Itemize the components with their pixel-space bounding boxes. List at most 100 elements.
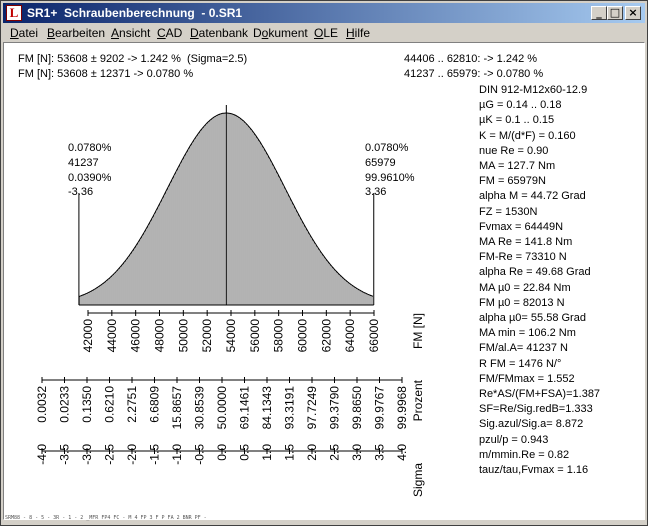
fm-tick-label: 46000	[129, 319, 143, 353]
sigma-tick-label: 1.0	[260, 444, 274, 461]
menu-item-datenbank[interactable]: Datenbank	[190, 26, 249, 40]
header-line-2: FM [N]: 53608 ± 12371 -> 0.0780 %	[18, 68, 194, 80]
marker-left-cum: 0.0390%	[68, 172, 112, 184]
sigma-tick-label: -0.5	[193, 444, 207, 465]
result-line: FZ = 1530N	[479, 205, 538, 218]
result-line: FM/FMmax = 1.552	[479, 372, 575, 385]
result-line: pzul/p = 0.943	[479, 433, 549, 446]
window-title: SR1+ Schraubenberechnung - 0.SR1	[27, 6, 243, 20]
menu-item-ansicht[interactable]: Ansicht	[111, 26, 151, 40]
chart-area: FM [N]: 53608 ± 9202 -> 1.242 % (Sigma=2…	[3, 42, 645, 520]
sigma-tick-label: 3.5	[373, 444, 387, 461]
menu-item-hilfe[interactable]: Hilfe	[346, 26, 371, 40]
marker-left-pct: 0.0780%	[68, 142, 112, 154]
percent-tick-label: 50.0000	[215, 386, 229, 430]
fm-tick-label: 50000	[176, 319, 190, 353]
fm-tick-label: 44000	[105, 319, 119, 353]
title-bar[interactable]: L SR1+ Schraubenberechnung - 0.SR1 _ □ ×	[3, 3, 645, 23]
result-line: Re*AS/(FM+FSA)=1.387	[479, 388, 601, 400]
maximize-button[interactable]: □	[607, 6, 623, 20]
fm-tick-label: 52000	[200, 319, 214, 353]
result-line: FM/al.A= 41237 N	[479, 342, 568, 355]
percent-tick-label: 2.2751	[125, 386, 139, 423]
percent-tick-label: 0.0233	[58, 386, 72, 423]
percent-tick-label: 69.1461	[238, 386, 252, 430]
result-line: µG = 0.14 .. 0.18	[479, 99, 562, 112]
sigma-tick-label: 4.0	[395, 444, 409, 461]
percent-tick-label: 99.9767	[373, 386, 387, 430]
percent-tick-label: 15.8657	[170, 386, 184, 430]
fm-tick-label: 60000	[296, 319, 310, 353]
sigma-tick-label: -4.0	[35, 444, 49, 465]
percent-tick-label: 84.1343	[260, 386, 274, 430]
percent-tick-label: 99.3790	[328, 386, 342, 430]
menu-item-datei[interactable]: Datei	[10, 26, 39, 40]
fm-tick-label: 42000	[81, 319, 95, 353]
menu-item-ole[interactable]: OLE	[314, 26, 339, 40]
sigma-tick-label: 3.0	[350, 444, 364, 461]
result-line: µK = 0.1 .. 0.15	[479, 114, 555, 127]
fm-tick-label: 58000	[272, 319, 286, 353]
sigma-tick-label: -3.0	[80, 444, 94, 465]
minimize-button[interactable]: _	[591, 6, 607, 20]
percent-tick-label: 99.8650	[350, 386, 364, 430]
fm-tick-label: 48000	[153, 319, 167, 353]
result-line: alpha µ0= 55.58 Grad	[479, 312, 586, 324]
marker-right-sigma: 3.36	[365, 186, 387, 198]
percent-tick-label: 0.1350	[80, 386, 94, 423]
marker-left-value: 41237	[68, 157, 99, 169]
result-line: MA µ0 = 22.84 Nm	[479, 281, 571, 294]
menu-item-bearbeiten[interactable]: Bearbeiten	[47, 26, 106, 40]
sigma-tick-label: -3.5	[58, 444, 72, 465]
sigma-tick-label: -2.5	[103, 444, 117, 465]
percent-tick-label: 6.6809	[148, 386, 162, 423]
result-line: Fvmax = 64449N	[479, 220, 564, 233]
fm-axis-label: FM [N]	[411, 313, 425, 349]
sigma-tick-label: 2.0	[305, 444, 319, 461]
result-line: K = M/(d*F) = 0.160	[479, 129, 576, 142]
marker-right-value: 65979	[365, 157, 396, 169]
menu-item-cad[interactable]: CAD	[157, 26, 183, 40]
result-line: MA = 127.7 Nm	[479, 160, 556, 172]
percent-tick-label: 93.3191	[283, 386, 297, 430]
sigma-tick-label: 0.5	[238, 444, 252, 461]
result-line: SF=Re/Sig.redB=1.333	[479, 403, 593, 416]
percent-tick-label: 0.0032	[35, 386, 49, 423]
sigma-tick-label: -1.0	[170, 444, 184, 465]
range-line-2: 41237 .. 65979: -> 0.0780 %	[404, 68, 544, 80]
percent-tick-label: 97.7249	[305, 386, 319, 430]
result-line: MA min = 106.2 Nm	[479, 327, 576, 340]
menu-item-dokument[interactable]: Dokument	[253, 26, 308, 40]
sigma-tick-label: 0.0	[215, 444, 229, 461]
result-line: FM-Re = 73310 N	[479, 251, 567, 264]
result-line: alpha Re = 49.68 Grad	[479, 266, 591, 279]
percent-tick-label: 30.8539	[193, 386, 207, 430]
marker-left-sigma: -3.36	[68, 186, 94, 198]
fm-tick-label: 66000	[367, 319, 381, 353]
fm-tick-label: 62000	[319, 319, 333, 353]
marker-right-pct: 0.0780%	[365, 142, 409, 154]
close-button[interactable]: ×	[625, 6, 641, 20]
result-line: tauz/tau,Fvmax = 1.16	[479, 464, 589, 476]
distribution-chart: 42000 44000 46000 48000 50000 52000 54000 56000…	[35, 105, 425, 497]
marker-right-cum: 99.9610%	[365, 172, 415, 184]
result-line: nue Re = 0.90	[479, 144, 549, 157]
result-line: alpha M = 44.72 Grad	[479, 190, 586, 203]
percent-axis-label: Prozent	[411, 379, 425, 421]
app-logo-icon[interactable]: L	[6, 5, 22, 21]
sigma-tick-label: 2.5	[328, 444, 342, 461]
sigma-tick-label: 1.5	[283, 444, 297, 461]
result-line: R FM = 1476 N/°	[479, 357, 562, 370]
result-line: m/mmin.Re = 0.82	[479, 448, 570, 461]
sigma-tick-label: -2.0	[125, 444, 139, 465]
sigma-axis-label: Sigma	[411, 463, 425, 497]
percent-tick-label: 99.9968	[395, 386, 409, 430]
sigma-tick-label: -1.5	[148, 444, 162, 465]
result-line: Sig.azul/Sig.a= 8.872	[479, 418, 584, 431]
result-line: DIN 912-M12x60-12.9	[479, 84, 588, 96]
fm-tick-label: 54000	[224, 319, 238, 353]
range-line-1: 44406 .. 62810: -> 1.242 %	[404, 53, 538, 65]
fm-tick-label: 56000	[248, 319, 262, 353]
fm-tick-label: 64000	[343, 319, 357, 353]
